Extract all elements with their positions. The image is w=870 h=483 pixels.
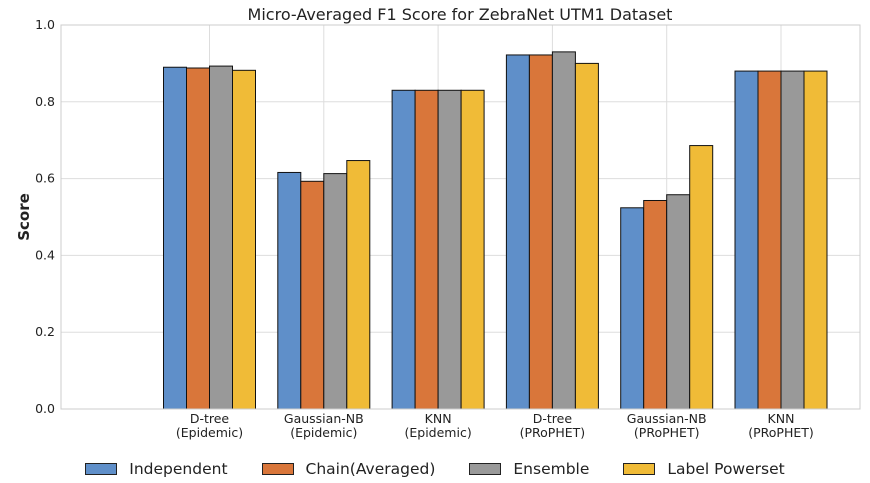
legend-label: Independent — [129, 460, 228, 478]
bar-independent — [391, 89, 416, 410]
bar-chain-averaged- — [300, 180, 325, 410]
bar-label-powerset — [574, 62, 599, 410]
bar-chain-averaged- — [643, 199, 668, 410]
bar-independent — [734, 70, 759, 410]
legend-swatch — [623, 463, 656, 475]
y-tick-label: 0.2 — [35, 324, 55, 339]
legend-swatch — [85, 463, 118, 475]
bar-label-powerset — [803, 70, 828, 410]
bar-ensemble — [551, 51, 576, 410]
legend-item: Ensemble — [469, 460, 589, 478]
bar-ensemble — [209, 65, 233, 410]
bar-ensemble — [437, 89, 462, 410]
legend-item: Independent — [85, 460, 228, 478]
plot-frame — [60, 24, 861, 410]
legend-item: Chain(Averaged) — [261, 460, 436, 478]
x-tick-label: KNN (Epidemic) — [404, 411, 471, 440]
bar-independent — [277, 171, 302, 410]
bars — [163, 51, 828, 410]
bar-independent — [505, 54, 530, 410]
y-tick-label: 0.8 — [35, 94, 55, 109]
chart-title: Micro-Averaged F1 Score for ZebraNet UTM… — [248, 5, 673, 24]
legend-label: Chain(Averaged) — [305, 460, 436, 478]
x-tick-label: D-tree (PRoPHET) — [520, 411, 586, 440]
legend-swatch — [469, 463, 502, 475]
bar-chain-averaged- — [528, 54, 553, 410]
y-tick-labels: 0.0 0.2 0.4 0.6 0.8 1.0 — [35, 17, 55, 416]
y-tick-label: 0.0 — [35, 401, 55, 416]
bar-chain-averaged- — [414, 89, 439, 410]
y-tick-label: 0.4 — [35, 247, 55, 262]
x-tick-label: Gaussian-NB (PRoPHET) — [627, 411, 707, 440]
bar-chain-averaged- — [186, 67, 210, 410]
bar-label-powerset — [232, 69, 256, 410]
legend-item: Label Powerset — [623, 460, 785, 478]
y-axis-label: Score — [15, 193, 33, 241]
y-tick-label: 1.0 — [35, 17, 55, 32]
bar-label-powerset — [689, 145, 714, 410]
bar-label-powerset — [346, 160, 371, 410]
x-tick-label: KNN (PRoPHET) — [748, 411, 814, 440]
bar-chain-averaged- — [757, 70, 782, 410]
legend-label: Ensemble — [513, 460, 590, 478]
legend: Independent Chain(Averaged) Ensemble Label … — [0, 455, 870, 483]
bar-chart: 0.0 0.2 0.4 0.6 0.8 1.0 D-tree (Epidemic) Gauss… — [15, 5, 861, 440]
bar-independent — [620, 207, 645, 410]
bar-label-powerset — [460, 89, 485, 410]
legend-swatch — [261, 463, 294, 475]
x-tick-label: Gaussian-NB (Epidemic) — [284, 411, 364, 440]
y-tick-label: 0.6 — [35, 171, 55, 186]
x-tick-label: D-tree (Epidemic) — [176, 411, 243, 440]
bar-ensemble — [780, 70, 805, 410]
bar-ensemble — [323, 173, 348, 410]
bar-independent — [163, 66, 187, 410]
bar-ensemble — [666, 194, 691, 410]
x-tick-labels: D-tree (Epidemic) Gaussian-NB (Epidemic) KNN… — [176, 411, 814, 440]
legend-label: Label Powerset — [667, 460, 785, 478]
